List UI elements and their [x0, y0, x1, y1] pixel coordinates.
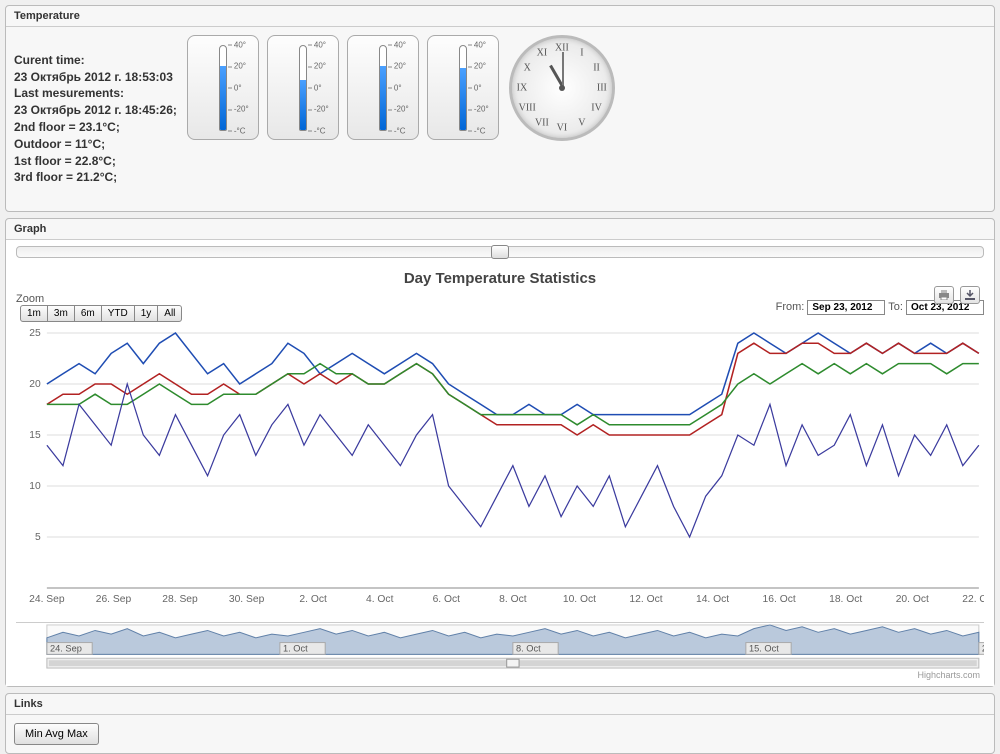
- from-label: From:: [776, 301, 805, 313]
- graph-panel-title: Graph: [6, 219, 994, 240]
- from-date-input[interactable]: [807, 300, 885, 315]
- svg-text:20: 20: [29, 379, 41, 390]
- chart-title: Day Temperature Statistics: [16, 270, 984, 287]
- svg-text:10. Oct: 10. Oct: [563, 594, 596, 605]
- zoom-6m-button[interactable]: 6m: [74, 305, 102, 322]
- svg-text:24. Sep: 24. Sep: [29, 594, 65, 605]
- svg-text:15: 15: [29, 430, 41, 441]
- reading-3rd-floor: 3rd floor = 21.2°C;: [14, 170, 117, 184]
- svg-text:26. Sep: 26. Sep: [96, 594, 132, 605]
- svg-text:25: 25: [29, 328, 41, 339]
- thermometer-gauge: 40°20°0°-20°-°C: [347, 35, 419, 140]
- current-time-label: Curent time:: [14, 53, 85, 67]
- svg-text:8. Oct: 8. Oct: [499, 594, 527, 605]
- graph-panel: Graph Day Temperature Statistics Zoom 1m…: [5, 218, 995, 687]
- svg-text:22. Oct: 22. Oct: [962, 594, 984, 605]
- svg-text:24. Sep: 24. Sep: [50, 644, 82, 654]
- zoom-all-button[interactable]: All: [157, 305, 182, 322]
- temperature-panel-title: Temperature: [6, 6, 994, 27]
- svg-text:14. Oct: 14. Oct: [696, 594, 729, 605]
- download-icon[interactable]: [960, 286, 980, 304]
- zoom-1y-button[interactable]: 1y: [134, 305, 159, 322]
- zoom-ytd-button[interactable]: YTD: [101, 305, 135, 322]
- svg-text:22. Oct: 22. Oct: [982, 644, 984, 654]
- temperature-panel: Temperature Curent time: 23 Октябрь 2012…: [5, 5, 995, 212]
- chart-credit: Highcharts.com: [16, 670, 984, 680]
- svg-text:8. Oct: 8. Oct: [516, 644, 541, 654]
- svg-text:16. Oct: 16. Oct: [763, 594, 796, 605]
- svg-text:30. Sep: 30. Sep: [229, 594, 265, 605]
- min-avg-max-button[interactable]: Min Avg Max: [14, 723, 99, 745]
- svg-text:28. Sep: 28. Sep: [162, 594, 198, 605]
- info-block: Curent time: 23 Октябрь 2012 г. 18:53:03…: [14, 35, 177, 203]
- svg-text:15. Oct: 15. Oct: [749, 644, 779, 654]
- export-buttons: [931, 286, 980, 304]
- svg-text:12. Oct: 12. Oct: [629, 594, 662, 605]
- svg-text:20. Oct: 20. Oct: [896, 594, 929, 605]
- zoom-1m-button[interactable]: 1m: [20, 305, 48, 322]
- print-icon[interactable]: [934, 286, 954, 304]
- chart-plot-area[interactable]: 5 10 15 20 25 24. Sep 26. Sep 28. Sep 30. Sep 2. …: [16, 328, 984, 618]
- svg-text:2. Oct: 2. Oct: [299, 594, 327, 605]
- range-slider-handle[interactable]: [491, 245, 509, 259]
- range-slider[interactable]: [16, 246, 984, 258]
- last-measure-value: 23 Октябрь 2012 г. 18:45:26;: [14, 103, 177, 117]
- svg-text:4. Oct: 4. Oct: [366, 594, 394, 605]
- reading-outdoor: Outdoor = 11°C;: [14, 137, 105, 151]
- thermometer-gauge: 40°20°0°-20°-°C: [267, 35, 339, 140]
- svg-text:18. Oct: 18. Oct: [829, 594, 862, 605]
- reading-1st-floor: 1st floor = 22.8°C;: [14, 154, 116, 168]
- chart-navigator[interactable]: 24. Sep 1. Oct 8. Oct 15. Oct 22. Oct: [16, 622, 984, 670]
- zoom-label: Zoom: [16, 293, 44, 305]
- svg-text:6. Oct: 6. Oct: [433, 594, 461, 605]
- to-label: To:: [888, 301, 903, 313]
- links-panel-title: Links: [6, 694, 994, 715]
- zoom-3m-button[interactable]: 3m: [47, 305, 75, 322]
- last-measure-label: Last mesurements:: [14, 86, 124, 100]
- zoom-controls: Zoom 1m3m6mYTD1yAll: [16, 293, 182, 322]
- analog-clock: XIIIIIIIIIVVVIVIIVIIIIXXXI: [509, 35, 615, 141]
- thermometers-group: 40°20°0°-20°-°C40°20°0°-20°-°C40°20°0°-2…: [187, 35, 499, 140]
- svg-text:1. Oct: 1. Oct: [283, 644, 308, 654]
- links-panel: Links Min Avg Max: [5, 693, 995, 754]
- svg-text:10: 10: [29, 481, 41, 492]
- reading-2nd-floor: 2nd floor = 23.1°C;: [14, 120, 120, 134]
- thermometer-gauge: 40°20°0°-20°-°C: [187, 35, 259, 140]
- thermometer-gauge: 40°20°0°-20°-°C: [427, 35, 499, 140]
- current-time-value: 23 Октябрь 2012 г. 18:53:03: [14, 70, 173, 84]
- svg-text:5: 5: [35, 532, 41, 543]
